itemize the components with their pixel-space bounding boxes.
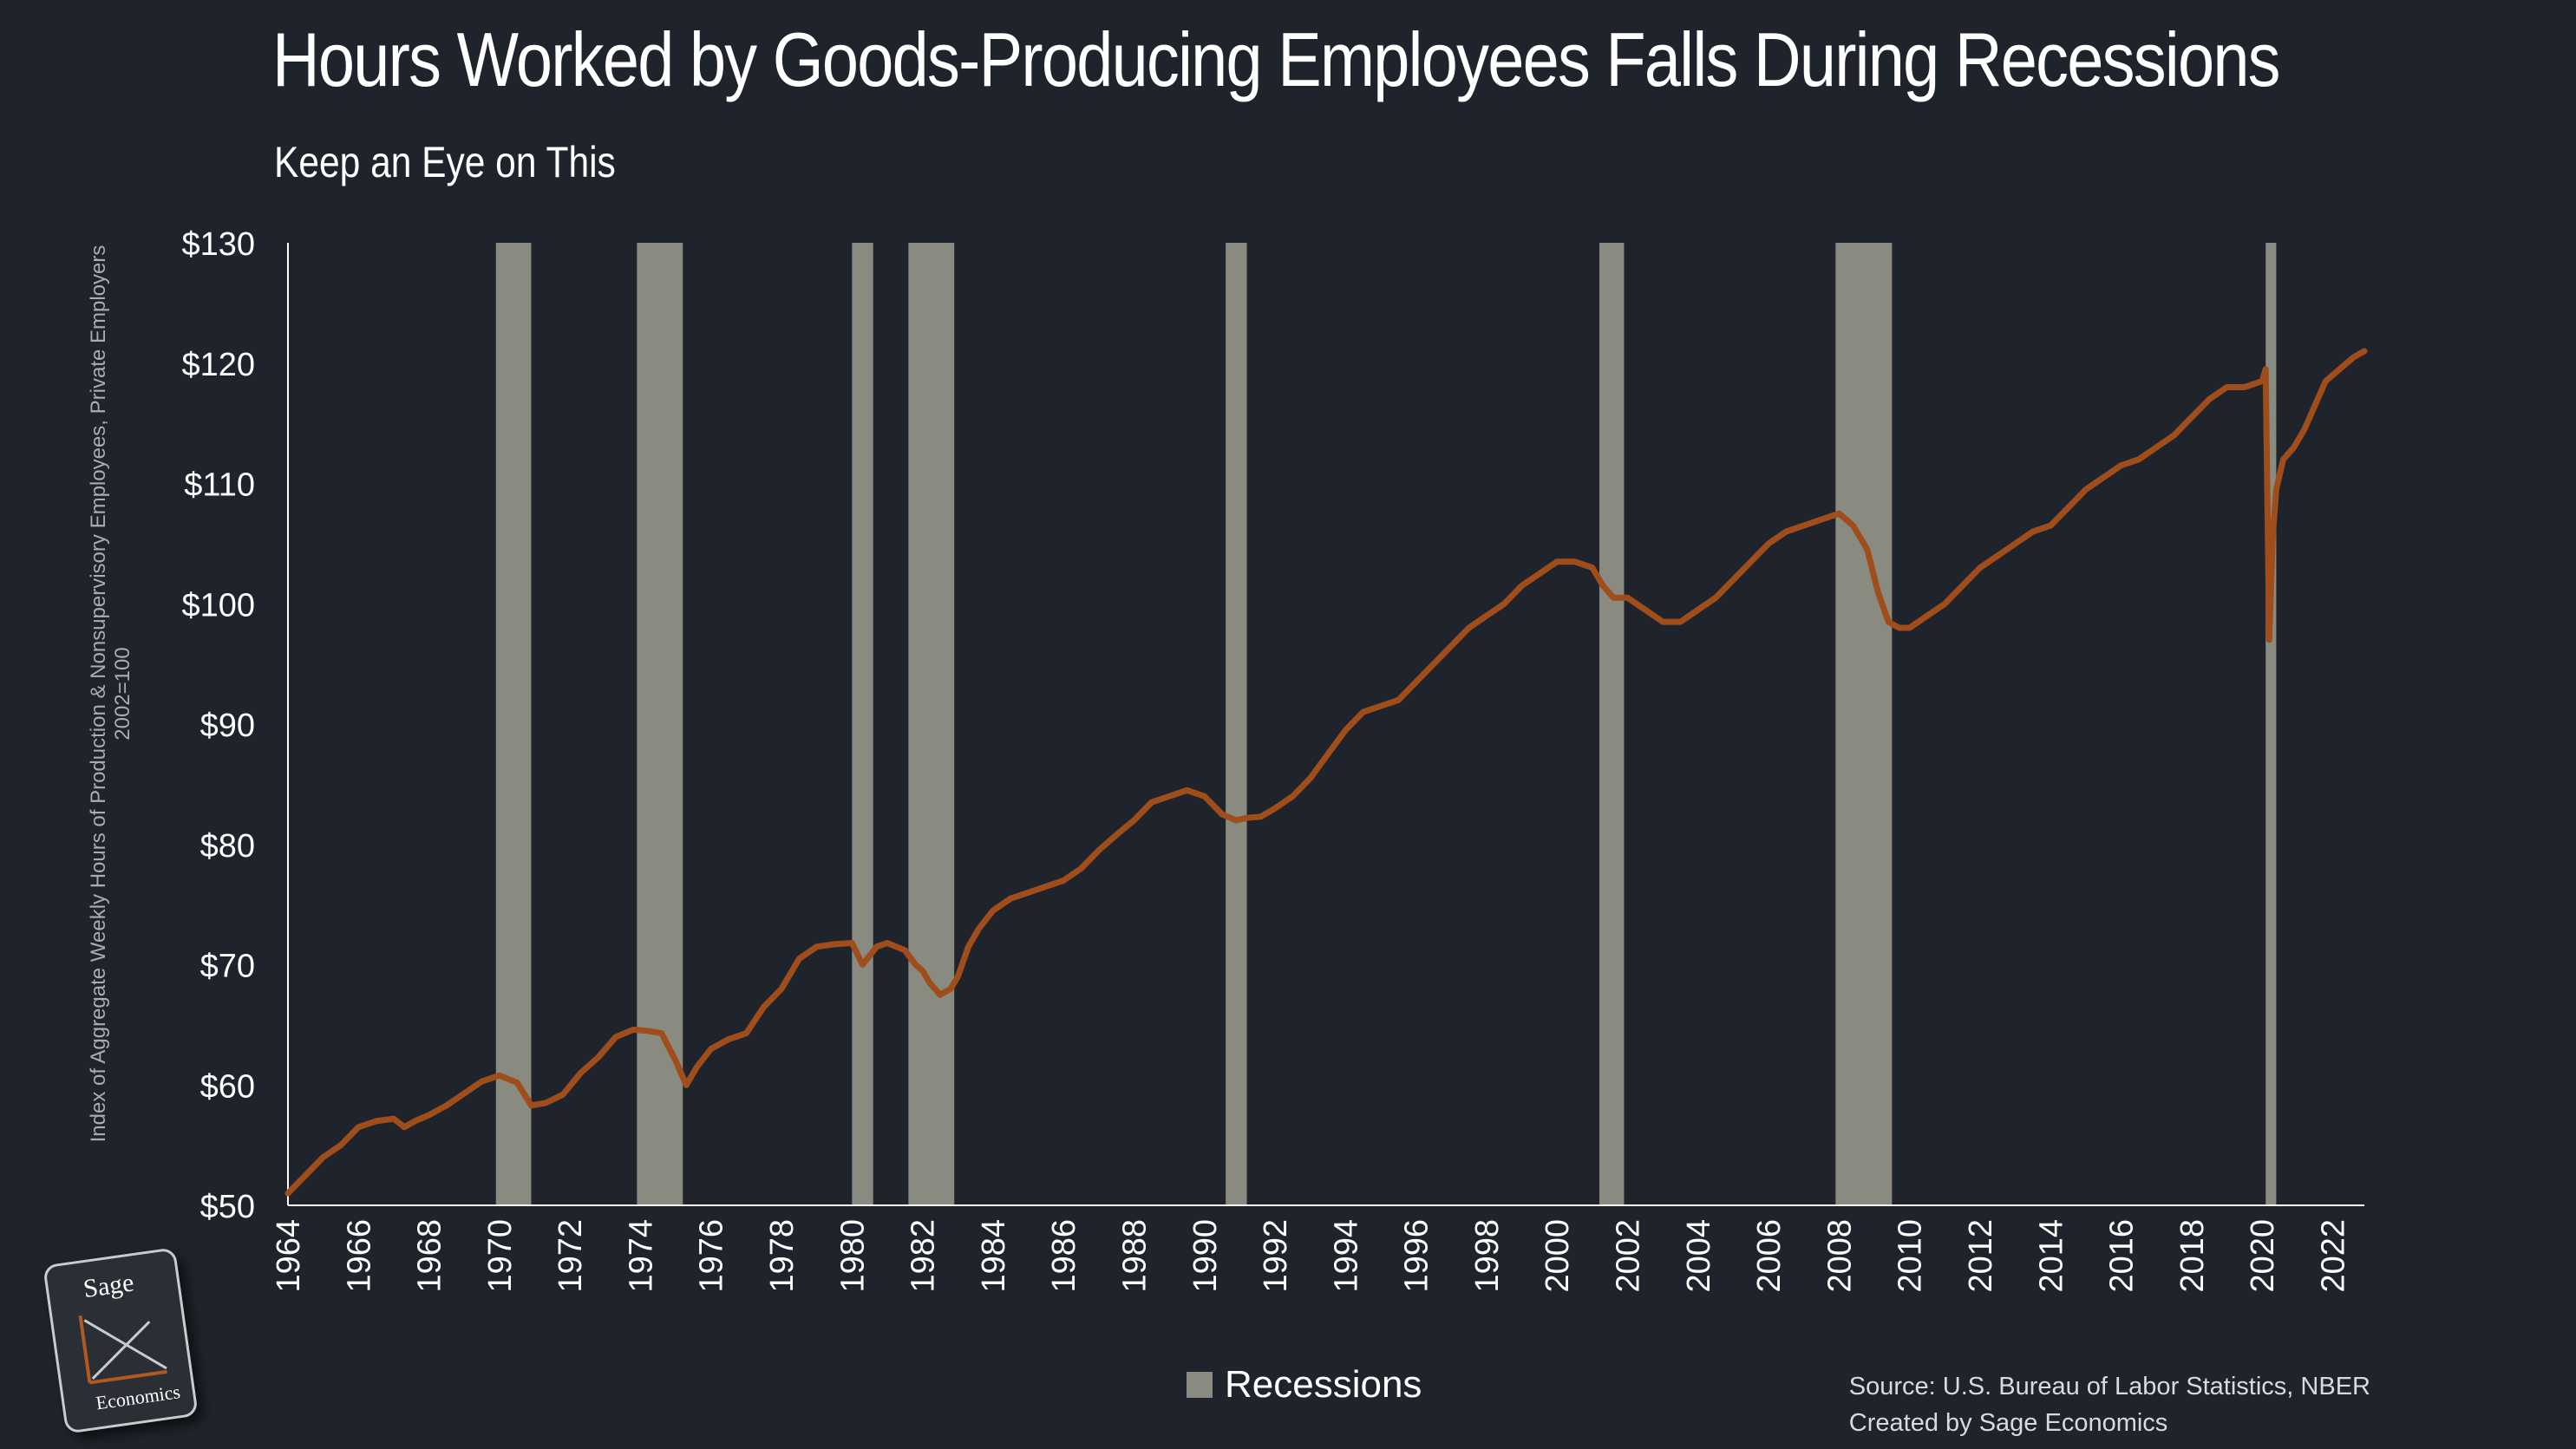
x-tick-label: 2008 (1821, 1219, 1858, 1293)
legend-swatch-recessions (1187, 1372, 1213, 1398)
x-tick-label: 2004 (1681, 1219, 1717, 1293)
y-tick-label: $60 (200, 1068, 255, 1105)
y-tick-label: $120 (181, 347, 255, 383)
x-tick-label: 1992 (1258, 1219, 1294, 1293)
logo-chart-icon (78, 1315, 167, 1385)
y-axis-label-line2: 2002=100 (111, 647, 134, 741)
source-text: Source: U.S. Bureau of Labor Statistics,… (1848, 1373, 2370, 1400)
x-tick-label: 1984 (976, 1219, 1012, 1293)
x-tick-label: 1968 (412, 1219, 448, 1293)
recession-band (1599, 243, 1625, 1205)
x-tick-label: 1974 (623, 1219, 659, 1293)
x-tick-label: 2018 (2174, 1219, 2211, 1293)
recession-band (1835, 243, 1893, 1205)
x-tick-label: 1988 (1116, 1219, 1153, 1293)
x-tick-label: 2020 (2245, 1219, 2281, 1293)
source-note: Source: U.S. Bureau of Labor Statistics,… (1849, 1368, 2370, 1441)
legend: Recessions (1187, 1363, 1422, 1407)
x-tick-label: 1986 (1046, 1219, 1082, 1293)
tick-labels: $50 $60 $70 $80 $90 $100 $110 $120 $130 1964 1966 1… (181, 226, 2351, 1293)
recession-band (1226, 243, 1247, 1205)
x-tick-label: 2016 (2104, 1219, 2141, 1293)
x-tick-label: 2014 (2033, 1219, 2069, 1293)
recession-band (852, 243, 873, 1205)
y-tick-label: $50 (200, 1189, 255, 1225)
x-tick-label: 2012 (1963, 1219, 1999, 1293)
x-tick-label: 2000 (1540, 1219, 1576, 1293)
x-tick-label: 2010 (1893, 1219, 1929, 1293)
y-tick-label: $100 (181, 587, 255, 623)
y-tick-label: $70 (200, 949, 255, 985)
recession-band (908, 243, 955, 1205)
series-line-path (284, 348, 2368, 1197)
x-tick-label: 1966 (341, 1219, 377, 1293)
x-tick-label: 1970 (482, 1219, 519, 1293)
series-line (284, 348, 2368, 1197)
y-tick-label: $90 (200, 708, 255, 744)
y-tick-label: $80 (200, 828, 255, 865)
credit-text: Created by Sage Economics (1848, 1409, 2168, 1437)
recession-bands (495, 243, 2277, 1205)
x-tick-label: 2006 (1751, 1219, 1788, 1293)
x-tick-label: 1976 (694, 1219, 730, 1293)
x-tick-label: 2002 (1611, 1219, 1647, 1293)
y-tick-label: $130 (181, 226, 255, 263)
recession-band (637, 243, 683, 1205)
x-tick-label: 1980 (834, 1219, 871, 1293)
x-tick-label: 2022 (2315, 1219, 2351, 1293)
x-tick-label: 1972 (552, 1219, 589, 1293)
chart-title: Hours Worked by Goods-Producing Employee… (272, 16, 2281, 102)
y-axis-label-line1: Index of Aggregate Weekly Hours of Produ… (87, 245, 110, 1143)
x-tick-label: 1998 (1469, 1219, 1506, 1293)
logo-text-top: Sage (82, 1268, 136, 1304)
axes (287, 243, 2364, 1206)
x-tick-label: 1978 (764, 1219, 801, 1293)
sage-economics-logo: Sage Economics (42, 1247, 199, 1434)
x-tick-label: 1996 (1399, 1219, 1435, 1293)
y-axis-label: Index of Aggregate Weekly Hours of Produ… (87, 173, 135, 1214)
chart-subtitle: Keep an Eye on This (274, 138, 616, 186)
recession-band (495, 243, 532, 1205)
x-tick-label: 1994 (1328, 1219, 1364, 1293)
x-tick-label: 1982 (906, 1219, 942, 1293)
x-tick-label: 1990 (1187, 1219, 1224, 1293)
legend-label-recessions: Recessions (1225, 1363, 1422, 1406)
x-tick-label: 1964 (271, 1219, 307, 1293)
y-tick-label: $110 (184, 467, 255, 504)
